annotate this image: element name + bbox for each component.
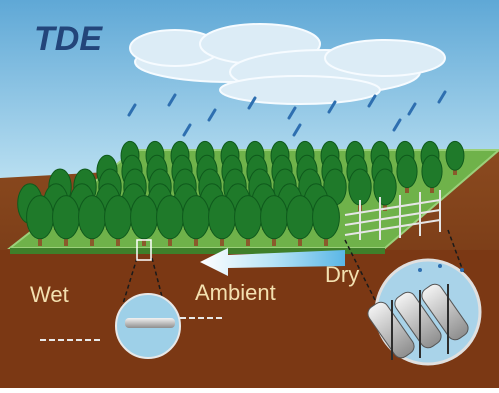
ambient-label: Ambient: [195, 280, 276, 305]
tree: [445, 140, 465, 175]
rain-drop: [167, 93, 177, 107]
forest: [17, 140, 465, 246]
rain-drop: [367, 94, 377, 108]
tree: [312, 195, 340, 246]
rain-drop: [437, 90, 447, 104]
rain-drop: [407, 102, 417, 116]
rain-drops: [127, 90, 447, 137]
rain-drop: [292, 123, 302, 137]
rain-drop: [327, 100, 337, 114]
tree: [421, 154, 443, 193]
exclusion-panels: [344, 190, 441, 240]
tree: [396, 154, 418, 193]
rain-drop: [287, 106, 297, 120]
wet-callout: [40, 239, 225, 359]
rain-drop: [182, 123, 192, 137]
dry-callout: [344, 229, 482, 366]
ambient-arrow: [200, 248, 345, 276]
tree: [78, 195, 106, 246]
rain-drop: [392, 118, 402, 132]
tree: [373, 168, 397, 211]
dry-label: Dry: [325, 262, 359, 287]
rain-drop: [247, 96, 257, 110]
rain-drop: [207, 108, 217, 122]
rain-cloud: [129, 23, 446, 105]
wet-label: Wet: [30, 282, 69, 307]
tree: [52, 195, 80, 246]
tree: [26, 195, 54, 246]
rain-drop: [127, 103, 137, 117]
title-label: TDE: [34, 20, 103, 58]
